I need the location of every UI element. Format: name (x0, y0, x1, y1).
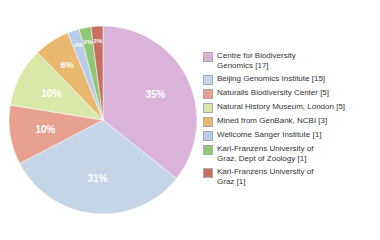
html-text:Karl-Franzens University of Gr: Karl-Franzens University of Graz [1] (217, 166, 314, 186)
html-text:Beijing Genomics Institute [15: Beijing Genomics Institute [15] (217, 73, 326, 83)
svg-text:10%: 10% (41, 88, 61, 99)
svg-text:35%: 35% (146, 89, 166, 100)
html-text:Karl-Franzens University of Gr: Karl-Franzens University of Graz, Dept o… (217, 143, 314, 163)
svg-text:10%: 10% (35, 124, 55, 135)
svg-text:31%: 31% (87, 173, 107, 184)
svg-text:2%: 2% (84, 39, 93, 45)
svg-text:2%: 2% (94, 38, 103, 44)
html-text:Wellcome Sanger Institute [1]: Wellcome Sanger Institute [1] (217, 129, 322, 139)
html-text:Mined from GenBank, NCBI [3]: Mined from GenBank, NCBI [3] (217, 115, 328, 125)
html-text:Centre for Biodiversity Genomi: Centre for Biodiversity Genomics [17] (217, 50, 296, 70)
svg-text:2%: 2% (74, 42, 83, 48)
svg-text:6%: 6% (61, 60, 74, 70)
html-text:Natural History Museum, London: Natural History Museum, London [5] (217, 101, 346, 111)
html-text:Naturalis Biodiversity Center: Naturalis Biodiversity Center [5] (217, 87, 329, 97)
